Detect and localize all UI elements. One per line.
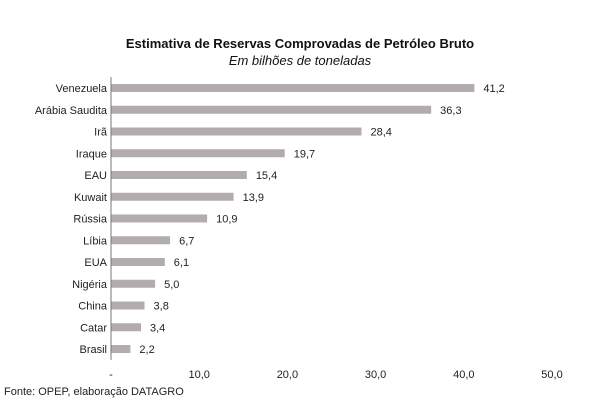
bar <box>111 171 247 179</box>
bar <box>111 258 165 266</box>
category-label: Kuwait <box>74 192 107 204</box>
category-label: Venezuela <box>56 83 108 95</box>
value-label: 3,8 <box>154 301 169 313</box>
x-tick-label: 10,0 <box>188 369 209 381</box>
category-label: Rússia <box>73 214 108 226</box>
bar <box>111 84 475 92</box>
bar <box>111 323 141 332</box>
chart-subtitle: Em bilhões de toneladas <box>229 53 372 68</box>
value-label: 10,9 <box>216 214 237 226</box>
value-label: 3,4 <box>150 322 165 334</box>
bar <box>111 149 285 158</box>
source-note: Fonte: OPEP, elaboração DATAGRO <box>4 386 184 398</box>
x-axis-ticks: - 10,0 20,0 30,0 40,0 50,0 <box>109 369 563 381</box>
x-tick-label: 50,0 <box>541 369 562 381</box>
category-label: Iraque <box>76 148 107 160</box>
category-label: EAU <box>84 170 107 182</box>
value-label: 6,1 <box>174 257 189 269</box>
value-label: 2,2 <box>139 344 154 356</box>
category-label: Líbia <box>83 235 108 247</box>
category-label: Catar <box>80 322 107 334</box>
bar <box>111 127 362 136</box>
bar <box>111 105 432 114</box>
value-label: 28,4 <box>370 127 391 139</box>
x-tick-label: 30,0 <box>365 369 386 381</box>
value-label: 19,7 <box>294 148 315 160</box>
bar <box>111 236 171 245</box>
category-label: Nigéria <box>72 279 108 291</box>
category-label: Arábia Saudita <box>35 105 108 117</box>
x-tick-label: - <box>109 369 113 381</box>
chart-title: Estimativa de Reservas Comprovadas de Pe… <box>126 36 474 51</box>
value-label: 15,4 <box>256 170 277 182</box>
bar <box>111 279 156 288</box>
bar <box>111 192 234 201</box>
value-label: 6,7 <box>179 235 194 247</box>
value-label: 5,0 <box>164 279 179 291</box>
category-label: Irã <box>94 127 108 139</box>
x-tick-label: 20,0 <box>277 369 298 381</box>
category-label: EUA <box>84 257 107 269</box>
category-label: China <box>78 301 108 313</box>
x-tick-label: 40,0 <box>453 369 474 381</box>
bar <box>111 214 208 223</box>
value-label: 36,3 <box>440 105 461 117</box>
value-label: 41,2 <box>483 83 504 95</box>
category-label: Brasil <box>79 344 107 356</box>
bars-group: Venezuela 41,2 Arábia Saudita 36,3 Irã 28,4 Ir… <box>35 83 505 356</box>
bar <box>111 301 145 310</box>
bar <box>111 345 131 353</box>
value-label: 13,9 <box>243 192 264 204</box>
